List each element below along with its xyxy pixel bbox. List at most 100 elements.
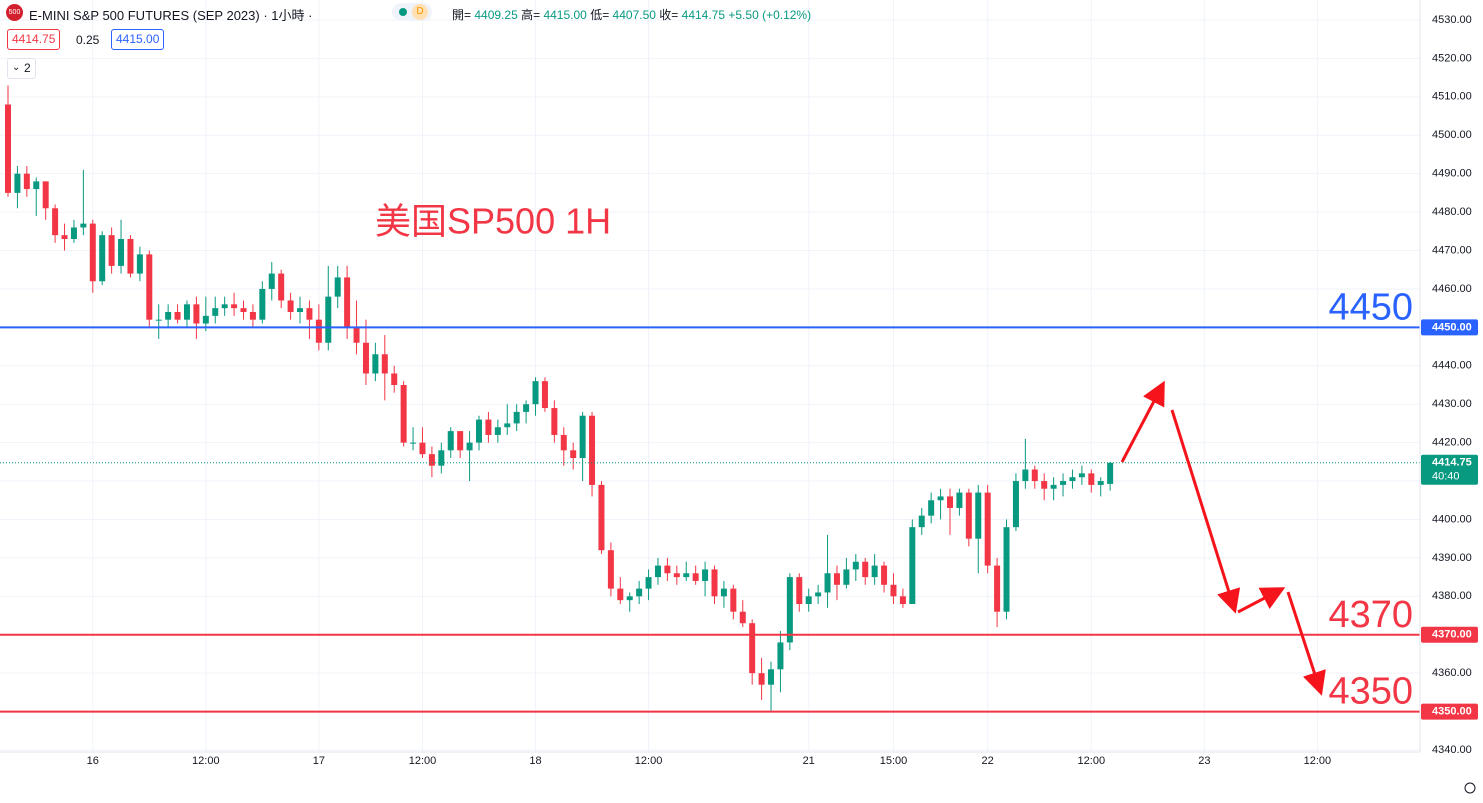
level-label: 4350 (1328, 671, 1413, 713)
candle-body (108, 235, 115, 266)
candle-body (89, 223, 96, 282)
x-tick-label: 12:00 (1304, 755, 1332, 767)
candle-body (1050, 484, 1057, 489)
candle-body (541, 381, 548, 409)
candle-body (928, 500, 935, 516)
candle-body (344, 277, 351, 328)
level-tag (1421, 703, 1478, 720)
candle-body (249, 312, 256, 320)
x-tick-label: 12:00 (1078, 755, 1106, 767)
status-pill[interactable]: D (392, 3, 432, 21)
candle-body (1078, 473, 1085, 478)
forecast-arrows (1120, 380, 1326, 696)
y-tick-label: 4440.00 (1432, 360, 1472, 372)
sell-box[interactable]: 4414.75 (7, 29, 61, 50)
candle-body (579, 415, 586, 458)
candle-body (551, 408, 558, 435)
candle-body (711, 569, 718, 597)
candle-body (259, 288, 266, 320)
candle-body (730, 588, 737, 612)
candle-body (5, 104, 11, 193)
y-tick-label: 4510.00 (1432, 91, 1472, 103)
candle-body (881, 565, 888, 585)
candle-body (1041, 481, 1048, 489)
indicator-toggle[interactable]: ⌄ 2 (7, 58, 36, 79)
candle-body (1060, 481, 1067, 485)
candle-body (447, 431, 454, 451)
y-tick-label: 4420.00 (1432, 437, 1472, 449)
candle-body (560, 434, 567, 451)
last-price-tag (1421, 454, 1478, 485)
candle-body (702, 569, 709, 581)
level-tag-text: 4350.00 (1432, 705, 1472, 717)
candle-body (70, 227, 77, 239)
candle-body (607, 550, 614, 589)
last-price-text: 4414.75 (1432, 457, 1472, 469)
candle-body (410, 442, 417, 444)
level-label: 4450 (1328, 286, 1413, 328)
y-tick-label: 4390.00 (1432, 552, 1472, 564)
badge: D (412, 4, 428, 20)
arrow (1170, 409, 1241, 614)
settings-icon[interactable] (1464, 782, 1476, 794)
y-tick-label: 4480.00 (1432, 206, 1472, 218)
ohlc-label: 收= (659, 8, 679, 22)
candle-body (777, 642, 784, 670)
candle-body (306, 308, 313, 320)
candle-body (965, 492, 972, 539)
candle-body (994, 565, 1001, 612)
y-tick-label: 4490.00 (1432, 168, 1472, 180)
x-tick-label: 22 (982, 755, 994, 767)
level-tag (1421, 626, 1478, 643)
candle-body (212, 308, 219, 316)
buy-box[interactable]: 4415.00 (111, 29, 165, 50)
candle-body (862, 561, 869, 578)
y-tick-label: 4470.00 (1432, 244, 1472, 256)
x-tick-label: 21 (803, 755, 815, 767)
x-tick-label: 12:00 (409, 755, 437, 767)
candle-body (118, 239, 125, 266)
y-tick-label: 4520.00 (1432, 52, 1472, 64)
candle-body (664, 565, 671, 574)
candle-body (937, 496, 944, 501)
candle-body (146, 254, 153, 320)
candle-body (1022, 469, 1029, 482)
candle-body (1107, 462, 1114, 484)
candle-body (485, 419, 492, 435)
x-tick-label: 17 (313, 755, 325, 767)
candle-body (476, 419, 482, 443)
candle-body (99, 235, 106, 282)
candle-body (494, 427, 501, 435)
ohlc-value: 4409.25 (474, 8, 518, 22)
candle-body (334, 277, 341, 297)
y-tick-label: 4530.00 (1432, 14, 1472, 26)
candle-body (136, 254, 143, 274)
candle-body (221, 304, 228, 309)
candle-body (14, 173, 21, 193)
y-tick-label: 4430.00 (1432, 398, 1472, 410)
candle-body (240, 308, 247, 312)
x-tick-label: 23 (1198, 755, 1210, 767)
annotation: 美国SP500 1H (375, 201, 611, 242)
candle-body (749, 623, 756, 674)
candle-body (720, 588, 727, 597)
candle-body (768, 669, 775, 685)
x-tick-label: 12:00 (192, 755, 220, 767)
candle-body (1003, 527, 1010, 612)
candle-body (400, 385, 407, 443)
candle-body (231, 304, 238, 309)
countdown: 40:40 (1432, 471, 1460, 483)
candle-body (899, 596, 906, 604)
candle-body (984, 492, 991, 566)
candle-body (372, 354, 379, 374)
candle-body (626, 596, 633, 601)
level-tag (1421, 319, 1478, 336)
candle-body (833, 573, 840, 585)
candle-body (589, 415, 596, 485)
candle-body (315, 319, 322, 343)
candle-body (165, 312, 172, 320)
candle-body (824, 573, 831, 593)
arrow (1237, 587, 1286, 614)
candle-body (654, 565, 661, 578)
